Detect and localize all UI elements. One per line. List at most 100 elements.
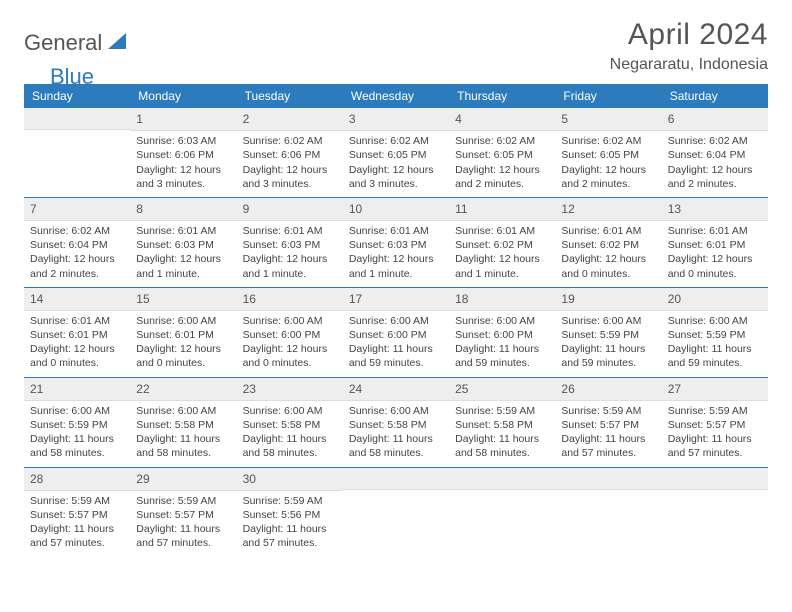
calendar-cell: 5Sunrise: 6:02 AMSunset: 6:05 PMDaylight… (555, 108, 661, 197)
day-number: 24 (343, 378, 449, 401)
calendar-cell: 19Sunrise: 6:00 AMSunset: 5:59 PMDayligh… (555, 287, 661, 377)
day-number: 29 (130, 468, 236, 491)
calendar-cell (555, 467, 661, 556)
day-body: Sunrise: 6:01 AMSunset: 6:02 PMDaylight:… (449, 221, 555, 287)
title-block: April 2024 Negararatu, Indonesia (610, 18, 768, 74)
day-number: 7 (24, 198, 130, 221)
calendar-week-row: 14Sunrise: 6:01 AMSunset: 6:01 PMDayligh… (24, 287, 768, 377)
calendar-cell: 22Sunrise: 6:00 AMSunset: 5:58 PMDayligh… (130, 377, 236, 467)
calendar-cell: 4Sunrise: 6:02 AMSunset: 6:05 PMDaylight… (449, 108, 555, 197)
day-number: 23 (237, 378, 343, 401)
day-body: Sunrise: 6:00 AMSunset: 5:59 PMDaylight:… (24, 401, 130, 467)
day-body: Sunrise: 5:59 AMSunset: 5:57 PMDaylight:… (662, 401, 768, 467)
calendar-cell: 20Sunrise: 6:00 AMSunset: 5:59 PMDayligh… (662, 287, 768, 377)
calendar-cell (343, 467, 449, 556)
calendar-cell: 25Sunrise: 5:59 AMSunset: 5:58 PMDayligh… (449, 377, 555, 467)
calendar-table: SundayMondayTuesdayWednesdayThursdayFrid… (24, 84, 768, 556)
day-body: Sunrise: 6:01 AMSunset: 6:01 PMDaylight:… (662, 221, 768, 287)
day-number: 22 (130, 378, 236, 401)
calendar-cell (662, 467, 768, 556)
day-body: Sunrise: 6:02 AMSunset: 6:05 PMDaylight:… (343, 131, 449, 197)
calendar-cell (449, 467, 555, 556)
weekday-header: Thursday (449, 84, 555, 108)
day-body: Sunrise: 5:59 AMSunset: 5:56 PMDaylight:… (237, 491, 343, 557)
calendar-cell: 10Sunrise: 6:01 AMSunset: 6:03 PMDayligh… (343, 197, 449, 287)
calendar-cell: 29Sunrise: 5:59 AMSunset: 5:57 PMDayligh… (130, 467, 236, 556)
day-body: Sunrise: 5:59 AMSunset: 5:57 PMDaylight:… (555, 401, 661, 467)
location-label: Negararatu, Indonesia (610, 56, 768, 74)
day-number: 20 (662, 288, 768, 311)
calendar-cell (24, 108, 130, 197)
day-number: 18 (449, 288, 555, 311)
day-number: 3 (343, 108, 449, 131)
calendar-week-row: 21Sunrise: 6:00 AMSunset: 5:59 PMDayligh… (24, 377, 768, 467)
calendar-cell: 24Sunrise: 6:00 AMSunset: 5:58 PMDayligh… (343, 377, 449, 467)
day-body: Sunrise: 6:02 AMSunset: 6:05 PMDaylight:… (555, 131, 661, 197)
day-number (555, 468, 661, 490)
calendar-cell: 11Sunrise: 6:01 AMSunset: 6:02 PMDayligh… (449, 197, 555, 287)
calendar-cell: 3Sunrise: 6:02 AMSunset: 6:05 PMDaylight… (343, 108, 449, 197)
day-body: Sunrise: 6:00 AMSunset: 5:58 PMDaylight:… (237, 401, 343, 467)
logo: General (24, 18, 130, 56)
day-number (662, 468, 768, 490)
day-number: 17 (343, 288, 449, 311)
day-body: Sunrise: 6:00 AMSunset: 6:00 PMDaylight:… (343, 311, 449, 377)
day-number: 30 (237, 468, 343, 491)
calendar-week-row: 28Sunrise: 5:59 AMSunset: 5:57 PMDayligh… (24, 467, 768, 556)
day-number: 21 (24, 378, 130, 401)
day-body: Sunrise: 6:00 AMSunset: 5:58 PMDaylight:… (343, 401, 449, 467)
day-body: Sunrise: 6:00 AMSunset: 6:01 PMDaylight:… (130, 311, 236, 377)
day-number: 11 (449, 198, 555, 221)
month-title: April 2024 (610, 18, 768, 52)
day-number: 9 (237, 198, 343, 221)
calendar-head: SundayMondayTuesdayWednesdayThursdayFrid… (24, 84, 768, 108)
day-number: 26 (555, 378, 661, 401)
day-number: 15 (130, 288, 236, 311)
calendar-cell: 21Sunrise: 6:00 AMSunset: 5:59 PMDayligh… (24, 377, 130, 467)
weekday-header: Friday (555, 84, 661, 108)
day-body: Sunrise: 6:02 AMSunset: 6:04 PMDaylight:… (662, 131, 768, 197)
day-body: Sunrise: 6:01 AMSunset: 6:03 PMDaylight:… (237, 221, 343, 287)
day-body: Sunrise: 6:02 AMSunset: 6:06 PMDaylight:… (237, 131, 343, 197)
weekday-header: Monday (130, 84, 236, 108)
calendar-cell: 13Sunrise: 6:01 AMSunset: 6:01 PMDayligh… (662, 197, 768, 287)
calendar-cell: 12Sunrise: 6:01 AMSunset: 6:02 PMDayligh… (555, 197, 661, 287)
weekday-header: Wednesday (343, 84, 449, 108)
day-body: Sunrise: 6:01 AMSunset: 6:02 PMDaylight:… (555, 221, 661, 287)
calendar-week-row: 7Sunrise: 6:02 AMSunset: 6:04 PMDaylight… (24, 197, 768, 287)
day-number: 14 (24, 288, 130, 311)
calendar-cell: 16Sunrise: 6:00 AMSunset: 6:00 PMDayligh… (237, 287, 343, 377)
day-number: 1 (130, 108, 236, 131)
day-number: 10 (343, 198, 449, 221)
day-body: Sunrise: 6:01 AMSunset: 6:01 PMDaylight:… (24, 311, 130, 377)
day-body: Sunrise: 6:01 AMSunset: 6:03 PMDaylight:… (343, 221, 449, 287)
day-number: 5 (555, 108, 661, 131)
day-body: Sunrise: 5:59 AMSunset: 5:57 PMDaylight:… (24, 491, 130, 557)
logo-sail-icon (106, 31, 128, 56)
day-number: 4 (449, 108, 555, 131)
day-body: Sunrise: 6:02 AMSunset: 6:05 PMDaylight:… (449, 131, 555, 197)
calendar-cell: 2Sunrise: 6:02 AMSunset: 6:06 PMDaylight… (237, 108, 343, 197)
day-body: Sunrise: 6:02 AMSunset: 6:04 PMDaylight:… (24, 221, 130, 287)
logo-text-2: Blue (50, 64, 94, 90)
header: General April 2024 Negararatu, Indonesia (24, 18, 768, 74)
calendar-cell: 7Sunrise: 6:02 AMSunset: 6:04 PMDaylight… (24, 197, 130, 287)
day-body: Sunrise: 6:00 AMSunset: 5:59 PMDaylight:… (555, 311, 661, 377)
calendar-cell: 30Sunrise: 5:59 AMSunset: 5:56 PMDayligh… (237, 467, 343, 556)
day-number (24, 108, 130, 130)
calendar-cell: 18Sunrise: 6:00 AMSunset: 6:00 PMDayligh… (449, 287, 555, 377)
day-body: Sunrise: 6:00 AMSunset: 5:58 PMDaylight:… (130, 401, 236, 467)
calendar-cell: 26Sunrise: 5:59 AMSunset: 5:57 PMDayligh… (555, 377, 661, 467)
calendar-cell: 1Sunrise: 6:03 AMSunset: 6:06 PMDaylight… (130, 108, 236, 197)
day-number: 8 (130, 198, 236, 221)
calendar-week-row: 1Sunrise: 6:03 AMSunset: 6:06 PMDaylight… (24, 108, 768, 197)
calendar-cell: 9Sunrise: 6:01 AMSunset: 6:03 PMDaylight… (237, 197, 343, 287)
logo-text-1: General (24, 30, 102, 56)
day-number (449, 468, 555, 490)
day-body: Sunrise: 6:00 AMSunset: 6:00 PMDaylight:… (237, 311, 343, 377)
calendar-cell: 28Sunrise: 5:59 AMSunset: 5:57 PMDayligh… (24, 467, 130, 556)
day-number: 19 (555, 288, 661, 311)
weekday-header: Tuesday (237, 84, 343, 108)
day-number: 25 (449, 378, 555, 401)
calendar-body: 1Sunrise: 6:03 AMSunset: 6:06 PMDaylight… (24, 108, 768, 556)
